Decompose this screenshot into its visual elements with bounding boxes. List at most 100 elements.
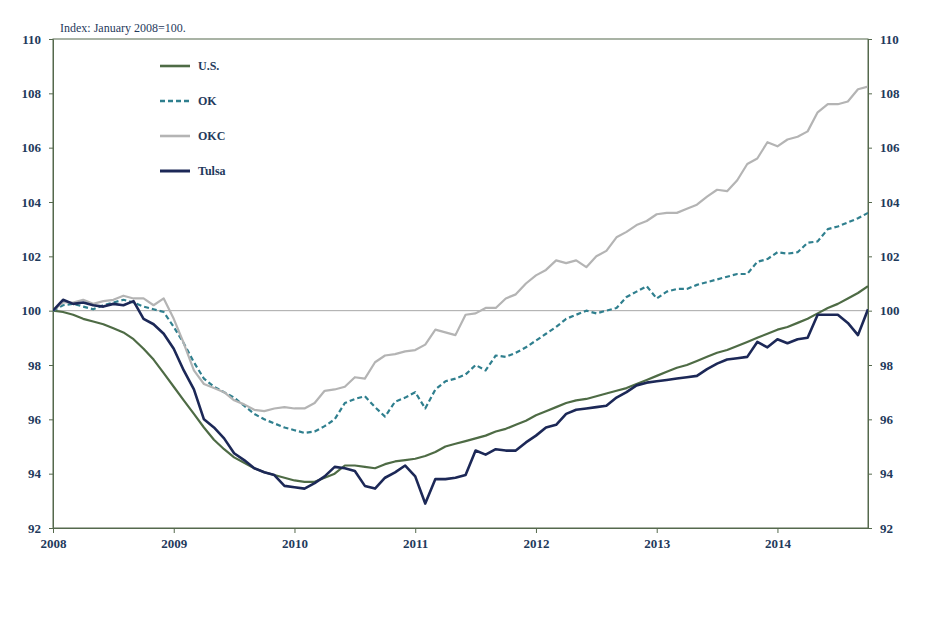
tick-label: 2008 bbox=[41, 536, 68, 551]
tick-label: 98 bbox=[28, 358, 42, 373]
tick-label: 100 bbox=[22, 303, 42, 318]
title: Index: January 2008=100. bbox=[60, 21, 186, 35]
tick-mark bbox=[536, 528, 537, 533]
tick-label: 102 bbox=[22, 249, 42, 264]
tick: 2013 bbox=[644, 528, 671, 551]
tick: 94 bbox=[28, 466, 53, 481]
tick-label: 2014 bbox=[765, 536, 792, 551]
tick-mark bbox=[868, 528, 872, 529]
tick-label: 110 bbox=[22, 32, 41, 47]
tick-label: 94 bbox=[28, 466, 42, 481]
tick: 110 bbox=[22, 32, 53, 47]
reference-line bbox=[53, 310, 868, 311]
tick-mark bbox=[174, 528, 175, 533]
legend-swatch bbox=[160, 100, 190, 103]
tick-mark bbox=[49, 474, 53, 475]
tick-mark bbox=[868, 474, 872, 475]
tick-mark bbox=[868, 419, 872, 420]
tick-mark bbox=[49, 148, 53, 149]
tick-label: 110 bbox=[880, 32, 899, 47]
tick: 92 bbox=[868, 521, 893, 536]
tick: 2012 bbox=[523, 528, 549, 551]
tick-mark bbox=[868, 93, 872, 94]
tick-label: 104 bbox=[880, 195, 900, 210]
legend-swatch bbox=[160, 135, 190, 138]
plot-frame bbox=[53, 39, 868, 528]
tick-label: 106 bbox=[880, 140, 900, 155]
tick: 96 bbox=[28, 412, 53, 427]
tick-mark bbox=[49, 365, 53, 366]
tick: 102 bbox=[868, 249, 900, 264]
tick: 2009 bbox=[161, 528, 188, 551]
tick-mark bbox=[868, 39, 872, 40]
tick: 2010 bbox=[282, 528, 308, 551]
legend-label: Tulsa bbox=[198, 164, 226, 178]
tick-label: 92 bbox=[880, 521, 893, 536]
tick: 94 bbox=[868, 466, 894, 481]
legend-label: U.S. bbox=[198, 59, 219, 73]
tick: 98 bbox=[868, 358, 894, 373]
x-axis: 2008 2009 2010 2011 2012 2013 2014 bbox=[41, 528, 869, 551]
y-left-axis: 92 94 96 98 100 102 104 106 108 110 bbox=[22, 32, 54, 536]
tick-mark bbox=[53, 528, 54, 533]
tick: 2011 bbox=[403, 528, 428, 551]
tick-label: 2011 bbox=[403, 536, 428, 551]
tick-mark bbox=[49, 311, 53, 312]
tick: 2008 bbox=[41, 528, 68, 551]
tick-mark bbox=[49, 256, 53, 257]
tick-mark bbox=[777, 528, 778, 533]
tick-mark bbox=[294, 528, 295, 533]
legend-label: OK bbox=[198, 94, 217, 108]
y-right-axis: 92 94 96 98 100 102 104 106 108 110 bbox=[868, 32, 900, 536]
tick: 108 bbox=[22, 86, 54, 101]
tick: 108 bbox=[868, 86, 900, 101]
axis-line bbox=[868, 40, 869, 529]
tick: 106 bbox=[22, 140, 54, 155]
tick-mark bbox=[868, 202, 872, 203]
tick-mark bbox=[657, 528, 658, 533]
legend-swatch bbox=[160, 170, 190, 173]
tick-label: 2010 bbox=[282, 536, 308, 551]
series-line bbox=[53, 87, 868, 412]
tick-mark bbox=[868, 256, 872, 257]
tick: 2014 bbox=[765, 528, 792, 551]
tick-label: 96 bbox=[880, 412, 894, 427]
legend-label: OKC bbox=[198, 129, 225, 143]
tick-label: 94 bbox=[880, 466, 894, 481]
axis-line bbox=[53, 40, 54, 529]
tick: 100 bbox=[868, 303, 900, 318]
tick-mark bbox=[49, 39, 53, 40]
tick-label: 106 bbox=[22, 140, 42, 155]
tick-mark bbox=[49, 528, 53, 529]
tick-label: 96 bbox=[28, 412, 42, 427]
tick: 106 bbox=[868, 140, 900, 155]
tick-mark bbox=[49, 93, 53, 94]
legend: U.S. OK OKC Tulsa bbox=[160, 59, 226, 178]
series-line bbox=[53, 286, 868, 482]
plot-area bbox=[53, 87, 868, 504]
tick-mark bbox=[868, 365, 872, 366]
tick: 104 bbox=[22, 195, 54, 210]
tick-mark bbox=[49, 202, 53, 203]
tick: 110 bbox=[868, 32, 899, 47]
tick-label: 108 bbox=[22, 86, 42, 101]
tick-label: 2009 bbox=[161, 536, 188, 551]
series-line bbox=[53, 300, 868, 504]
tick-mark bbox=[49, 419, 53, 420]
chart: 2008 2009 2010 2011 2012 2013 2014 92 94 96 98 100 1… bbox=[0, 0, 925, 618]
tick-label: 100 bbox=[880, 303, 900, 318]
tick: 102 bbox=[22, 249, 54, 264]
tick: 100 bbox=[22, 303, 54, 318]
tick: 98 bbox=[28, 358, 53, 373]
tick-label: 98 bbox=[880, 358, 894, 373]
tick-label: 92 bbox=[28, 521, 41, 536]
tick-mark bbox=[868, 311, 872, 312]
axis-line bbox=[54, 528, 869, 529]
tick: 92 bbox=[28, 521, 53, 536]
tick-label: 2012 bbox=[523, 536, 549, 551]
tick-label: 2013 bbox=[644, 536, 671, 551]
legend-swatch bbox=[160, 65, 190, 68]
tick-label: 108 bbox=[880, 86, 900, 101]
tick-mark bbox=[415, 528, 416, 533]
tick-label: 102 bbox=[880, 249, 900, 264]
